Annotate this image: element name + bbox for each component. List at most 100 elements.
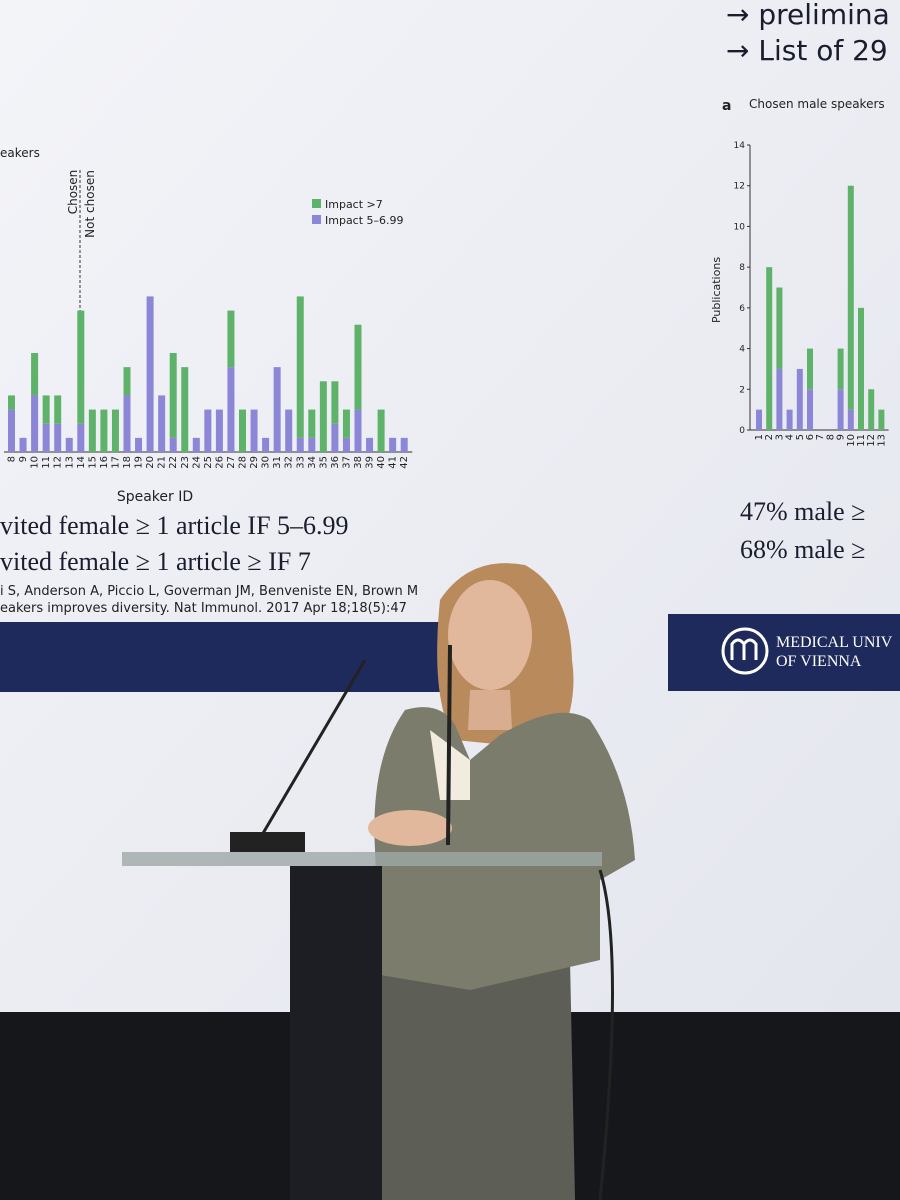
x-tick-label: 9 (836, 434, 847, 440)
bar-segment (204, 409, 212, 452)
logo-icon (721, 627, 769, 675)
bar-segment (354, 324, 362, 410)
x-tick-label: 26 (214, 456, 225, 469)
x-tick-label: 41 (388, 456, 399, 469)
bar-segment (796, 368, 803, 430)
chart-title-fragment: eakers (0, 146, 40, 160)
panel-letter: a (722, 98, 731, 114)
bar-segment (377, 409, 385, 452)
legend-swatch (312, 199, 321, 208)
x-tick-label: 19 (134, 456, 145, 469)
x-axis-label: Speaker ID (117, 489, 193, 505)
x-tick-label: 13 (64, 456, 75, 469)
bar-segment (285, 409, 293, 452)
bar-segment (227, 367, 235, 452)
blazer (374, 707, 635, 990)
x-tick-label: 13 (876, 434, 887, 447)
bar-segment (837, 348, 844, 390)
x-tick-label: 9 (18, 456, 29, 462)
bar-segment (19, 437, 27, 452)
bar-segment (756, 409, 762, 430)
y-tick-label: 14 (734, 141, 746, 151)
bar-segment (111, 409, 119, 452)
bar-segment (123, 395, 131, 452)
bar-segment (239, 409, 246, 452)
reference: eakers improves diversity. Nat Immunol. … (0, 601, 407, 616)
bar-segment (807, 348, 813, 390)
chart-title: Chosen male speakers (749, 97, 885, 111)
x-tick-label: 38 (353, 456, 364, 469)
bar-segment (296, 296, 304, 438)
footer-band (0, 622, 440, 692)
x-tick-label: 16 (99, 456, 110, 469)
x-tick-label: 4 (785, 434, 796, 440)
x-tick-label: 32 (284, 456, 295, 469)
bar-segment (342, 409, 350, 438)
bar-segment (776, 368, 783, 430)
bullet: → List of 29 (726, 34, 888, 67)
divider-label: Chosen (66, 170, 80, 215)
reference: i S, Anderson A, Piccio L, Goverman JM, … (0, 584, 418, 599)
face (448, 580, 532, 690)
x-tick-label: 2 (764, 434, 775, 440)
neck (468, 690, 512, 730)
x-tick-label: 27 (226, 456, 237, 469)
microphone-base (230, 832, 305, 852)
x-tick-label: 8 (825, 434, 836, 440)
x-tick-label: 42 (399, 456, 410, 469)
bar-segment (181, 367, 189, 452)
y-tick-label: 12 (734, 182, 745, 192)
x-tick-label: 22 (168, 456, 179, 469)
bar-segment (273, 367, 281, 452)
x-tick-label: 14 (76, 456, 87, 469)
bar-segment (342, 437, 350, 452)
x-tick-label: 31 (272, 456, 283, 469)
y-tick-label: 2 (739, 385, 745, 395)
bar-segment (389, 437, 397, 452)
y-tick-label: 0 (739, 426, 745, 436)
podium-top (122, 852, 602, 866)
x-tick-label: 21 (157, 456, 168, 469)
bar-segment (227, 310, 235, 368)
legend-swatch (312, 215, 321, 224)
x-tick-label: 39 (365, 456, 376, 469)
bar-segment (135, 437, 143, 452)
bar-segment (146, 296, 154, 452)
bar-segment (215, 409, 223, 452)
microphone (446, 644, 452, 846)
bar-segment (8, 409, 15, 452)
bar-segment (858, 307, 864, 430)
finding: 47% male ≥ (740, 497, 865, 526)
x-tick-label: 25 (203, 456, 214, 469)
bar-segment (169, 437, 177, 452)
bar-segment (77, 423, 85, 452)
x-tick-label: 37 (341, 456, 352, 469)
bar-segment (54, 395, 62, 424)
bar-segment (77, 310, 85, 424)
bullet: → prelimina (726, 0, 890, 31)
x-tick-label: 12 (53, 456, 64, 469)
y-axis-label: Publications (710, 257, 723, 323)
x-tick-label: 35 (318, 456, 329, 469)
x-tick-label: 33 (295, 456, 306, 469)
bar-segment (354, 409, 362, 452)
x-tick-label: 3 (774, 434, 785, 440)
x-tick-label: 23 (180, 456, 191, 469)
bar-segment (296, 437, 304, 452)
y-tick-label: 6 (739, 304, 745, 314)
bar-segment (837, 389, 844, 430)
x-tick-label: 1 (754, 434, 765, 440)
x-tick-label: 18 (122, 456, 133, 469)
bar-segment (878, 409, 885, 430)
podium-column (290, 866, 382, 1200)
bar-segment (65, 437, 73, 452)
x-tick-label: 11 (856, 434, 867, 447)
speaker (368, 563, 635, 1200)
bar-segment (366, 437, 374, 452)
bar-segment (319, 381, 327, 452)
bar-segment (331, 423, 339, 452)
divider-label: Not chosen (83, 170, 97, 238)
x-tick-label: 10 (30, 456, 41, 469)
